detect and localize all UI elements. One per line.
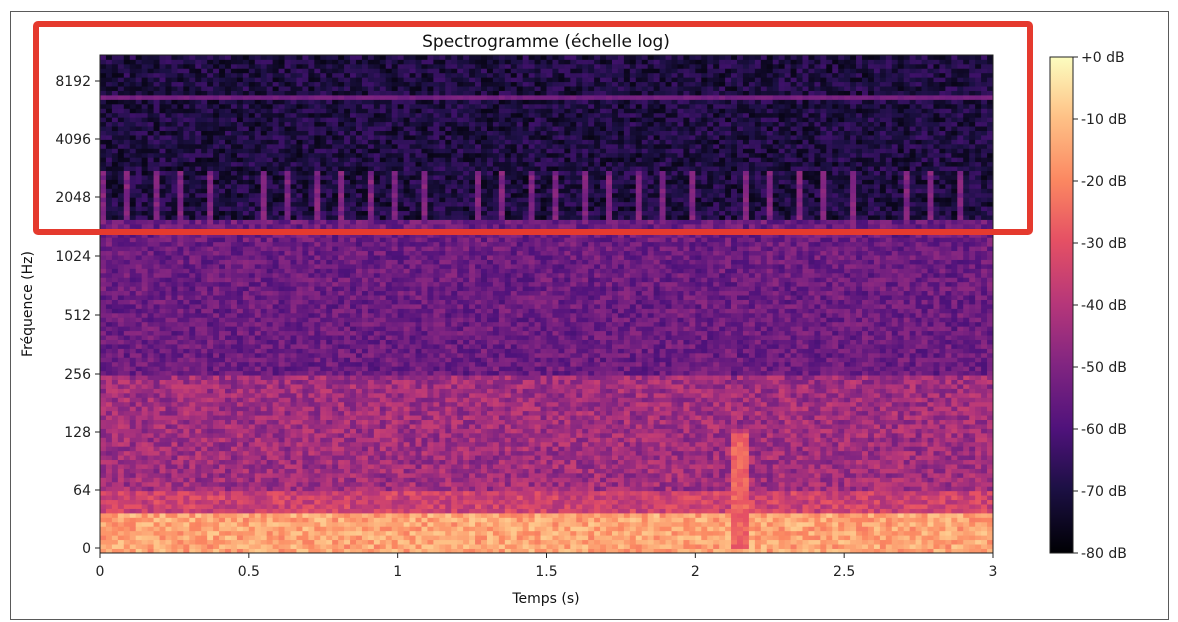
x-tick-label: 0.5 — [238, 564, 260, 580]
highlight-box — [33, 21, 1033, 235]
y-tick-label: 0 — [82, 541, 91, 557]
colorbar-tick-label: -80 dB — [1081, 546, 1127, 562]
y-tick-label: 4096 — [55, 132, 91, 148]
colorbar-tick-label: -50 dB — [1081, 360, 1127, 376]
colorbar-tick-label: -20 dB — [1081, 174, 1127, 190]
y-tick-label: 8192 — [55, 74, 91, 90]
y-tick-label: 1024 — [55, 249, 91, 265]
chart-title: Spectrogramme (échelle log) — [422, 32, 670, 52]
colorbar-tick-label: -60 dB — [1081, 422, 1127, 438]
spectrogram-heatmap — [100, 55, 994, 554]
y-tick-label: 128 — [64, 425, 91, 441]
y-axis-label: Fréquence (Hz) — [20, 251, 36, 357]
y-tick-label: 512 — [64, 308, 91, 324]
colorbar-tick-label: -30 dB — [1081, 236, 1127, 252]
x-tick-label: 1.5 — [535, 564, 557, 580]
y-tick-label: 2048 — [55, 190, 91, 206]
colorbar-tick-label: -40 dB — [1081, 298, 1127, 314]
x-tick-label: 2 — [691, 564, 700, 580]
colorbar — [1049, 56, 1074, 554]
x-tick-label: 2.5 — [833, 564, 855, 580]
colorbar-tick-label: -10 dB — [1081, 112, 1127, 128]
colorbar-tick-label: +0 dB — [1081, 50, 1125, 66]
colorbar-ticks: +0 dB -10 dB -20 dB -30 dB -40 dB -50 dB -60 d… — [1073, 50, 1127, 562]
x-axis-ticks: 0 0.5 1 1.5 2 2.5 3 — [96, 553, 998, 580]
x-axis-label: Temps (s) — [511, 591, 579, 607]
x-tick-label: 0 — [96, 564, 105, 580]
y-tick-label: 256 — [64, 367, 91, 383]
colorbar-tick-label: -70 dB — [1081, 484, 1127, 500]
x-tick-label: 1 — [393, 564, 402, 580]
y-axis-ticks: 0 64 128 256 512 1024 2048 4096 8192 — [55, 74, 100, 557]
y-tick-label: 64 — [73, 483, 91, 499]
x-tick-label: 3 — [989, 564, 998, 580]
